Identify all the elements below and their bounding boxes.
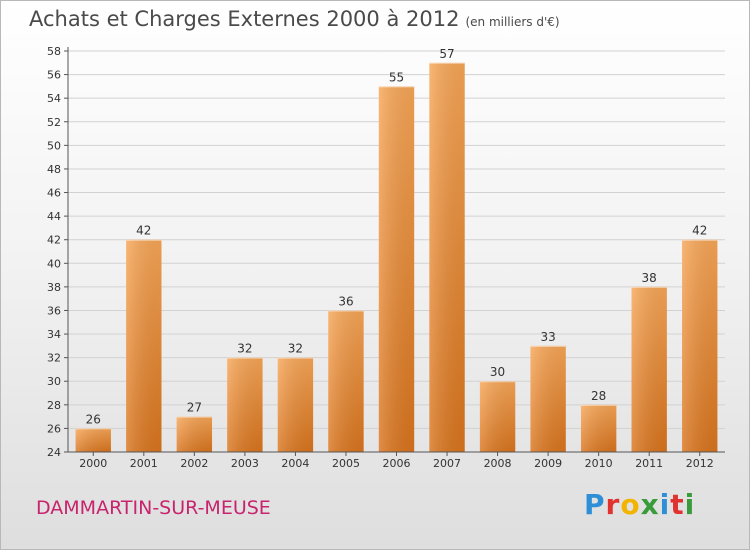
x-tick-label: 2004	[281, 457, 309, 470]
data-label: 55	[389, 70, 404, 84]
bar-shade	[227, 357, 263, 452]
logo-letter: t	[670, 488, 685, 521]
data-label: 42	[692, 224, 707, 238]
bar-shade	[75, 428, 111, 452]
bar-shade	[530, 345, 566, 452]
logo-letter: r	[605, 488, 621, 521]
chart-title-text: Achats et Charges Externes 2000 à 2012	[29, 7, 460, 31]
y-tick-label: 48	[47, 163, 61, 176]
data-label: 33	[540, 330, 555, 344]
y-tick-label: 58	[47, 45, 61, 58]
x-tick-label: 2002	[180, 457, 208, 470]
x-tick-label: 2006	[383, 457, 411, 470]
y-tick-label: 32	[47, 352, 61, 365]
y-tick-label: 36	[47, 304, 61, 317]
bar-shade	[580, 404, 617, 452]
y-tick-label: 50	[47, 139, 61, 152]
bar-shade	[277, 357, 314, 452]
bars	[75, 62, 718, 452]
axes	[64, 47, 725, 456]
bar-shade	[429, 62, 465, 452]
data-label: 38	[642, 271, 657, 285]
location-name: DAMMARTIN-SUR-MEUSE	[36, 497, 271, 519]
x-tick-label: 2005	[332, 457, 360, 470]
y-tick-label: 26	[47, 422, 61, 435]
y-tick-label: 52	[47, 116, 61, 129]
x-tick-label: 2008	[484, 457, 512, 470]
logo-letter: i	[659, 488, 671, 521]
y-tick-label: 40	[47, 257, 61, 270]
data-label: 26	[86, 412, 101, 426]
y-tick-label: 28	[47, 399, 61, 412]
x-tick-label: 2003	[231, 457, 259, 470]
logo-letter: i	[684, 488, 696, 521]
x-tick-label: 2010	[585, 457, 613, 470]
y-tick-label: 30	[47, 375, 61, 388]
y-tick-label: 38	[47, 281, 61, 294]
y-tick-label: 24	[47, 446, 61, 459]
labels: 24 26 28 30 32 34 36 38 40 42 44 46 48 50 52 54 56 58 26 20…	[47, 45, 714, 470]
logo-letter: x	[640, 488, 660, 521]
chart-subtitle: (en milliers d'€)	[465, 15, 560, 29]
y-tick-label: 42	[47, 234, 61, 247]
y-tick-label: 56	[47, 69, 61, 82]
bar-shade	[479, 381, 516, 452]
x-tick-label: 2012	[686, 457, 714, 470]
bar-shade	[176, 416, 213, 452]
proxiti-logo[interactable]: Proxiti	[584, 488, 695, 521]
data-label: 42	[136, 224, 151, 238]
logo-letter: o	[620, 488, 641, 521]
bar-shade	[682, 239, 718, 452]
y-tick-label: 44	[47, 210, 61, 223]
bar-shade	[126, 239, 162, 452]
y-tick-label: 34	[47, 328, 61, 341]
data-label: 57	[439, 47, 454, 61]
x-tick-label: 2009	[534, 457, 562, 470]
data-label: 30	[490, 365, 505, 379]
bar-shade	[328, 310, 364, 452]
x-tick-label: 2007	[433, 457, 461, 470]
data-label: 36	[338, 294, 353, 308]
logo-letter: P	[584, 488, 606, 521]
data-label: 32	[237, 342, 252, 356]
data-label: 27	[187, 401, 202, 415]
x-tick-label: 2000	[79, 457, 107, 470]
bar-shade	[378, 86, 415, 452]
y-tick-label: 54	[47, 92, 61, 105]
x-tick-label: 2001	[130, 457, 158, 470]
y-tick-label: 46	[47, 187, 61, 200]
data-label: 28	[591, 389, 606, 403]
chart-title: Achats et Charges Externes 2000 à 2012 (e…	[29, 7, 560, 31]
bar-shade	[631, 286, 667, 452]
bar-chart: 24 26 28 30 32 34 36 38 40 42 44 46 48 50 52 54 56 58 26 20…	[47, 45, 725, 470]
data-label: 32	[288, 342, 303, 356]
x-tick-label: 2011	[635, 457, 663, 470]
